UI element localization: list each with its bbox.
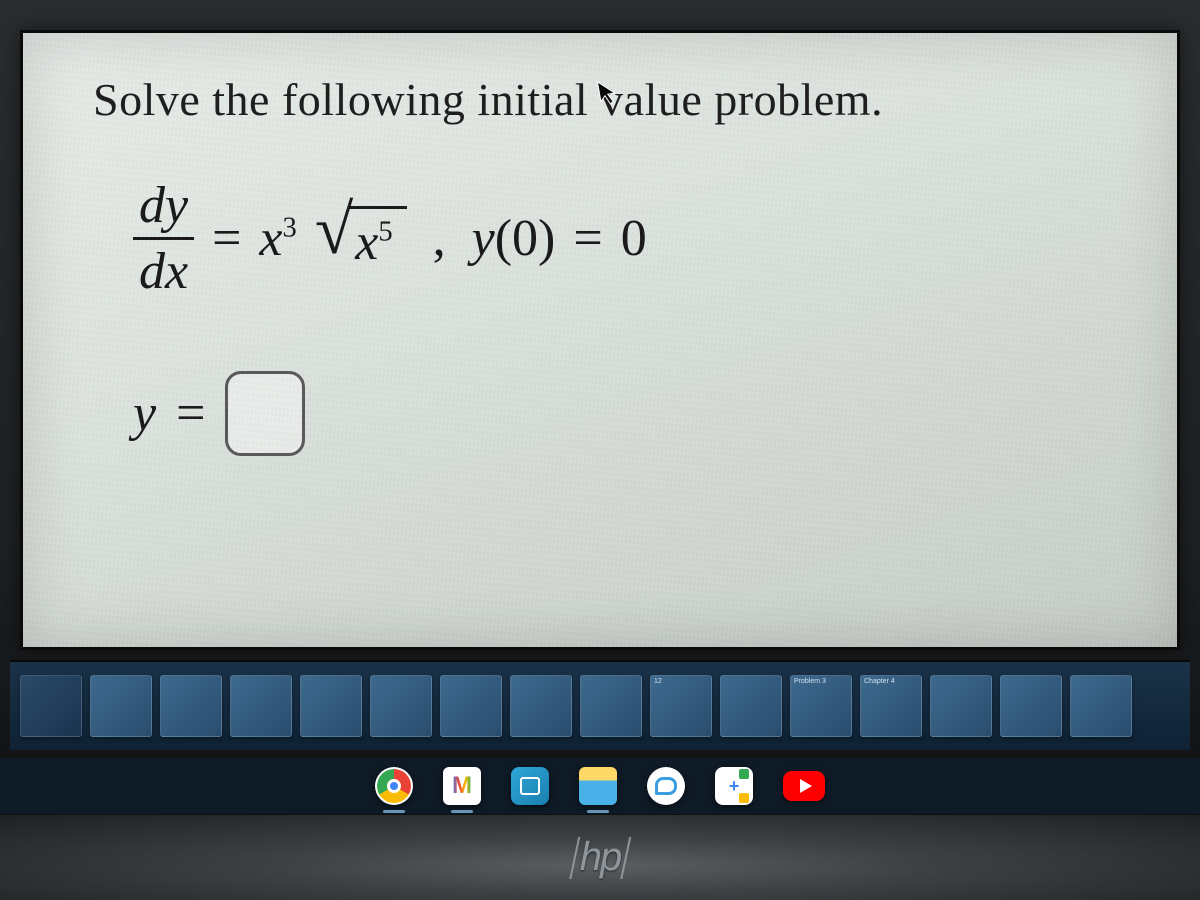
window-tile[interactable] (300, 675, 362, 737)
ic-func: y (472, 210, 495, 267)
chat-app-icon[interactable] (647, 767, 685, 805)
window-tile[interactable] (230, 675, 292, 737)
app-active-indicator (383, 810, 405, 813)
explorer-app-icon[interactable] (579, 767, 617, 805)
tile-label: Chapter 4 (864, 678, 895, 685)
x-cubed-term: x3 (259, 209, 296, 268)
ic-arg: (0) (495, 210, 556, 267)
snip-app-icon[interactable]: + (715, 767, 753, 805)
radicand-exponent: 5 (378, 216, 392, 247)
initial-condition: y(0) (472, 209, 556, 268)
window-tile[interactable] (1070, 675, 1132, 737)
taskbar-dock[interactable]: M+ (0, 758, 1200, 814)
window-tile[interactable] (160, 675, 222, 737)
window-tiles-strip[interactable]: 12 Problem 3 Chapter 4 (10, 660, 1190, 750)
answer-equals: = (176, 384, 205, 443)
radicand: x5 (349, 206, 406, 272)
ic-equals: = (573, 209, 602, 268)
app-active-indicator (451, 810, 473, 813)
problem-page: Solve the following initial value proble… (20, 30, 1180, 650)
chrome-app-icon[interactable] (375, 767, 413, 805)
equals-sign: = (212, 209, 241, 268)
fraction-numerator: dy (133, 176, 194, 237)
window-tile[interactable] (20, 675, 82, 737)
window-tile[interactable] (580, 675, 642, 737)
window-tile[interactable]: Problem 3 (790, 675, 852, 737)
coeff-exponent: 3 (283, 213, 297, 244)
hp-logo: hp (580, 835, 621, 880)
window-tile[interactable] (720, 675, 782, 737)
window-tile[interactable] (1000, 675, 1062, 737)
window-tile[interactable] (370, 675, 432, 737)
ic-value: 0 (621, 209, 647, 268)
youtube-app-icon[interactable] (783, 771, 825, 801)
laptop-frame: Solve the following initial value proble… (0, 0, 1200, 900)
answer-lhs: y (133, 384, 156, 443)
window-tile[interactable]: 12 (650, 675, 712, 737)
gmail-app-icon[interactable]: M (443, 767, 481, 805)
tile-label: Problem 3 (794, 678, 826, 685)
coeff-base: x (259, 210, 282, 267)
window-tile[interactable] (510, 675, 572, 737)
equation-separator: , (433, 209, 446, 268)
differential-equation: dy dx = x3 √ x5 , y(0) = 0 (133, 176, 1107, 301)
radicand-base: x (355, 214, 378, 271)
store-app-icon[interactable] (511, 767, 549, 805)
window-tile[interactable] (90, 675, 152, 737)
window-tile[interactable]: Chapter 4 (860, 675, 922, 737)
app-active-indicator (587, 810, 609, 813)
answer-input[interactable] (225, 371, 305, 456)
answer-row: y = (133, 371, 1107, 456)
window-tile[interactable] (440, 675, 502, 737)
square-root: √ x5 (315, 206, 407, 272)
dy-dx-fraction: dy dx (133, 176, 194, 301)
radical-icon: √ (315, 206, 353, 255)
window-tile[interactable] (930, 675, 992, 737)
tile-label: 12 (654, 678, 662, 685)
fraction-denominator: dx (133, 237, 194, 301)
